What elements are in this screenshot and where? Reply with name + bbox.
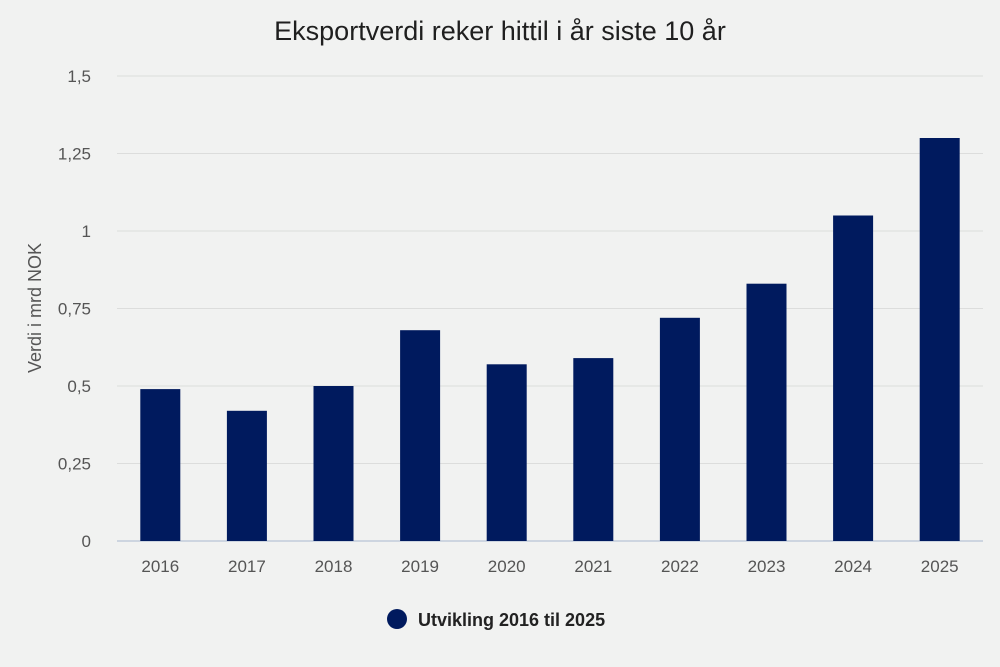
bar-2025[interactable]	[919, 138, 960, 541]
y-axis-ticks: 0 0,25 0,5 0,75 1 1,25 1,5	[58, 67, 91, 551]
legend-label: Utvikling 2016 til 2025	[418, 610, 605, 630]
y-tick-label: 1,5	[67, 67, 91, 86]
y-tick-label: 0,25	[58, 455, 91, 474]
y-axis-label: Verdi i mrd NOK	[25, 243, 45, 373]
bar-2020[interactable]	[486, 364, 527, 541]
x-tick-label: 2018	[315, 557, 353, 576]
bar-2016[interactable]	[140, 389, 181, 541]
y-tick-label: 0,75	[58, 300, 91, 319]
x-tick-label: 2019	[401, 557, 439, 576]
y-tick-label: 1,25	[58, 145, 91, 164]
legend-marker	[387, 609, 407, 629]
x-tick-label: 2021	[574, 557, 612, 576]
x-tick-label: 2016	[141, 557, 179, 576]
x-axis-ticks: 2016 2017 2018 2019 2020 2021 2022 2023 2024 2025	[141, 557, 958, 576]
bar-2022[interactable]	[659, 317, 700, 541]
y-tick-label: 1	[82, 222, 91, 241]
bars	[140, 138, 960, 542]
bar-2019[interactable]	[400, 330, 441, 541]
x-tick-label: 2024	[834, 557, 872, 576]
x-tick-label: 2020	[488, 557, 526, 576]
x-tick-label: 2022	[661, 557, 699, 576]
bar-2018[interactable]	[313, 386, 354, 541]
legend[interactable]: Utvikling 2016 til 2025	[387, 609, 605, 630]
x-tick-label: 2023	[748, 557, 786, 576]
x-tick-label: 2017	[228, 557, 266, 576]
y-tick-label: 0,5	[67, 377, 91, 396]
chart-title: Eksportverdi reker hittil i år siste 10 …	[274, 16, 726, 46]
bar-2023[interactable]	[746, 283, 787, 541]
y-tick-label: 0	[82, 532, 91, 551]
bar-2017[interactable]	[226, 410, 267, 541]
bar-2021[interactable]	[573, 358, 614, 541]
x-tick-label: 2025	[921, 557, 959, 576]
bar-2024[interactable]	[833, 215, 874, 542]
